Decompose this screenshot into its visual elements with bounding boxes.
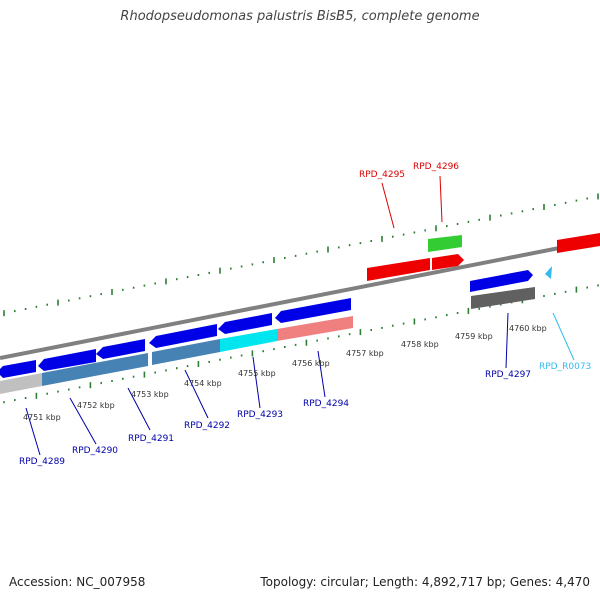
gene-block[interactable] (277, 316, 353, 341)
gene-arrow[interactable] (470, 270, 533, 292)
tick-label: 4760 kbp (509, 324, 547, 333)
tick-label: 4757 kbp (346, 349, 384, 358)
gene-arrow[interactable] (149, 324, 217, 348)
gene-arrow[interactable] (38, 349, 96, 371)
gene-arrow[interactable] (218, 313, 272, 334)
gene-block[interactable] (471, 287, 535, 309)
gene-block[interactable] (100, 353, 148, 375)
gene-block[interactable] (152, 339, 220, 365)
tick-label: 4754 kbp (184, 379, 222, 388)
gene-label[interactable]: RPD_4290 (72, 446, 118, 456)
gene-label[interactable]: RPD_4296 (413, 162, 459, 172)
gene-arrow[interactable] (96, 339, 145, 359)
gene-block[interactable] (0, 373, 42, 394)
gene-block[interactable] (220, 329, 277, 352)
accession-text: Accession: NC_007958 (9, 575, 146, 589)
reverse-gene-row (367, 233, 600, 281)
gene-arrow[interactable] (0, 360, 36, 378)
genome-backbone (0, 238, 600, 360)
tick-label: 4758 kbp (401, 340, 439, 349)
gene-arrow[interactable] (432, 254, 464, 270)
tick-tracks (3, 193, 599, 404)
forward-gene-row (0, 266, 552, 378)
gene-label[interactable]: RPD_4289 (19, 457, 65, 467)
gene-arrow[interactable] (557, 233, 600, 253)
gene-block[interactable] (42, 362, 100, 386)
gene-arrow[interactable] (275, 298, 351, 323)
gene-label[interactable]: RPD_4295 (359, 170, 405, 180)
gene-label-group: RPD_4289 RPD_4290 RPD_4291 RPD_4292 RPD_… (19, 162, 591, 467)
tick-label: 4753 kbp (131, 390, 169, 399)
label-leader-lines (25, 175, 575, 456)
gene-label[interactable]: RPD_4291 (128, 434, 174, 444)
map-title: Rhodopseudomonas palustris BisB5, comple… (120, 9, 480, 24)
gene-label[interactable]: RPD_4293 (237, 410, 283, 420)
gene-block[interactable] (428, 235, 462, 252)
tick-label: 4755 kbp (238, 369, 276, 378)
gene-label[interactable]: RPD_4297 (485, 370, 531, 380)
topology-text: Topology: circular; Length: 4,892,717 bp… (260, 575, 590, 589)
gene-label[interactable]: RPD_R0073 (539, 362, 591, 372)
second-gene-row (0, 287, 535, 394)
tick-label: 4756 kbp (292, 359, 330, 368)
gene-arrow[interactable] (367, 258, 430, 281)
gene-label[interactable]: RPD_4294 (303, 399, 349, 409)
gene-arrow[interactable] (545, 266, 552, 279)
tick-label: 4751 kbp (23, 413, 61, 422)
gene-label[interactable]: RPD_4292 (184, 421, 230, 431)
tick-label: 4759 kbp (455, 332, 493, 341)
tick-label-group: 4751 kbp 4752 kbp 4753 kbp 4754 kbp 4755… (23, 324, 547, 422)
tick-label: 4752 kbp (77, 401, 115, 410)
